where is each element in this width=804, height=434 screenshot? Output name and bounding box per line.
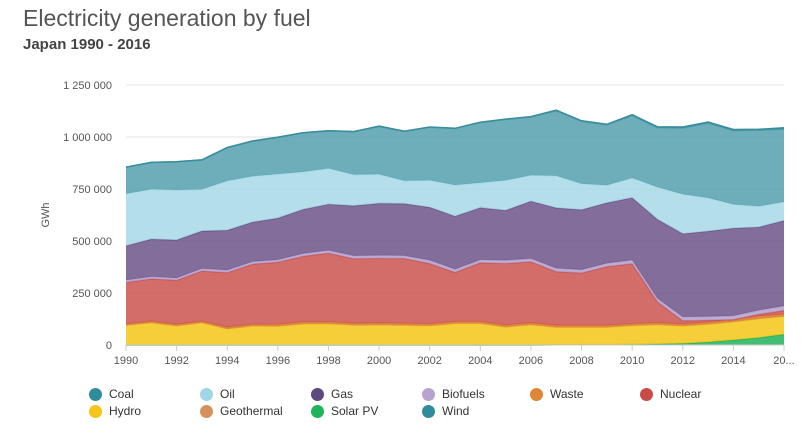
- legend-item-coal[interactable]: Coal: [89, 386, 134, 402]
- chart-title: Electricity generation by fuel: [23, 5, 311, 31]
- legend-item-biofuels[interactable]: Biofuels: [422, 386, 485, 402]
- x-tick-label: 1996: [266, 355, 290, 367]
- x-tick-label: 2006: [519, 355, 543, 367]
- legend-item-waste[interactable]: Waste: [530, 386, 584, 402]
- x-tick-label: 2004: [468, 355, 492, 367]
- legend-swatch: [89, 404, 102, 418]
- legend-label: Geothermal: [220, 404, 283, 418]
- legend-swatch: [311, 404, 324, 418]
- x-tick-label: 2014: [721, 355, 745, 367]
- area-solar-pv: [126, 334, 784, 345]
- x-tick-label: 1990: [114, 355, 138, 367]
- area-hydro: [126, 316, 784, 345]
- y-tick-label: 500 000: [72, 236, 112, 248]
- legend-label: Wind: [442, 404, 470, 418]
- legend-swatch: [200, 387, 213, 401]
- legend-swatch: [200, 404, 213, 418]
- legend-swatch: [530, 387, 543, 401]
- legend-swatch: [422, 387, 435, 401]
- x-tick-label: 2002: [417, 355, 441, 367]
- y-axis-title: GWh: [40, 202, 52, 227]
- x-tick-label: 2008: [569, 355, 593, 367]
- legend-label: Gas: [331, 387, 354, 401]
- y-tick-label: 0: [106, 340, 112, 352]
- legend-item-solar-pv[interactable]: Solar PV: [311, 403, 378, 419]
- area-coal: [126, 110, 784, 207]
- legend-item-hydro[interactable]: Hydro: [89, 403, 141, 419]
- legend-label: Oil: [220, 387, 235, 401]
- y-tick-label: 1 250 000: [63, 80, 112, 92]
- legend-label: Coal: [109, 387, 134, 401]
- legend-label: Solar PV: [331, 404, 379, 418]
- legend-item-nuclear[interactable]: Nuclear: [640, 386, 701, 402]
- y-tick-label: 250 000: [72, 288, 112, 300]
- area-gas: [126, 197, 784, 317]
- y-tick-label: 750 000: [72, 184, 112, 196]
- legend-label: Nuclear: [660, 387, 702, 401]
- chart-subtitle: Japan 1990 - 2016: [23, 36, 151, 53]
- legend: Coal Oil Gas Biofuels Waste Nuclear Hydr…: [89, 386, 789, 426]
- legend-item-gas[interactable]: Gas: [311, 386, 353, 402]
- legend-swatch: [422, 404, 435, 418]
- legend-swatch: [640, 387, 653, 401]
- x-tick-label: 1998: [316, 355, 340, 367]
- area-oil: [126, 168, 784, 246]
- area-chart: 0 250 000 500 000 750 000 1 000 000 1 250 000…: [40, 80, 795, 367]
- x-tick-label: 2010: [620, 355, 644, 367]
- legend-item-wind[interactable]: Wind: [422, 403, 469, 419]
- x-tick-label: 1994: [215, 355, 239, 367]
- legend-item-oil[interactable]: Oil: [200, 386, 235, 402]
- x-tick-label: 20...: [773, 355, 794, 367]
- y-tick-label: 1 000 000: [63, 132, 112, 144]
- line-wind: [125, 109, 785, 168]
- x-tick-label: 1992: [164, 355, 188, 367]
- legend-swatch: [89, 387, 102, 401]
- x-tick-label: 2000: [367, 355, 391, 367]
- legend-label: Waste: [550, 387, 584, 401]
- x-tick-label: 2012: [671, 355, 695, 367]
- legend-label: Hydro: [109, 404, 142, 418]
- legend-swatch: [311, 387, 324, 401]
- area-nuclear: [126, 253, 784, 328]
- legend-item-geothermal[interactable]: Geothermal: [200, 403, 283, 419]
- legend-label: Biofuels: [442, 387, 485, 401]
